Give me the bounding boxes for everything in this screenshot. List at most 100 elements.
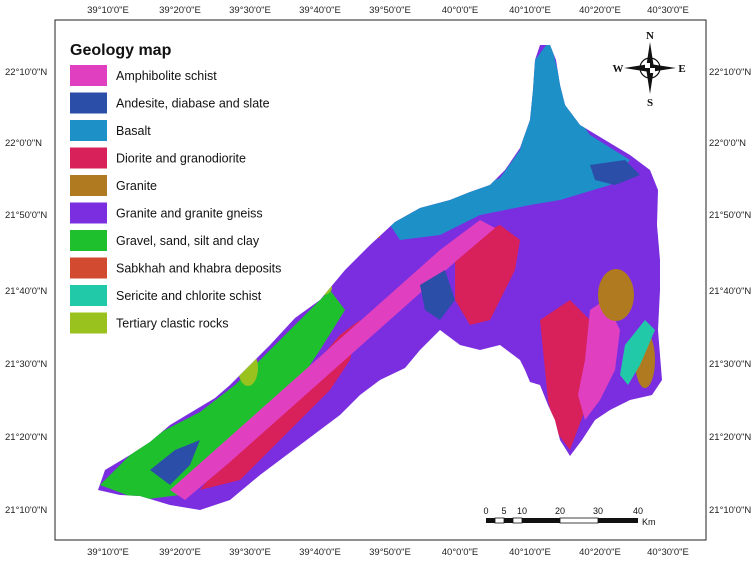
unit-diorite-south xyxy=(540,300,600,450)
legend-item: Basalt xyxy=(70,120,151,141)
legend-label: Sericite and chlorite schist xyxy=(116,289,262,303)
lon-tick-bottom: 39°40'0"E xyxy=(299,547,341,558)
legend-label: Basalt xyxy=(116,124,151,138)
unit-sericite-schist xyxy=(620,320,655,385)
lat-tick-left: 21°10'0"N xyxy=(5,505,47,516)
legend-title: Geology map xyxy=(70,42,172,59)
lon-tick-top: 39°10'0"E xyxy=(87,5,129,16)
scale-segment xyxy=(486,518,495,523)
legend-label: Granite and granite gneiss xyxy=(116,207,263,221)
compass-w: W xyxy=(613,63,624,75)
legend-swatch xyxy=(70,147,107,169)
unit-andesite-west xyxy=(150,440,200,485)
unit-amphibolite-band xyxy=(170,220,495,500)
lat-tick-right: 21°30'0"N xyxy=(709,359,751,370)
scale-label: 0 xyxy=(483,506,488,516)
legend-label: Amphibolite schist xyxy=(116,69,217,83)
legend-label: Andesite, diabase and slate xyxy=(116,97,270,111)
lon-tick-bottom: 40°0'0"E xyxy=(442,547,478,558)
legend-swatch xyxy=(70,257,107,279)
lon-tick-bottom: 39°30'0"E xyxy=(229,547,271,558)
lat-tick-left: 21°20'0"N xyxy=(5,432,47,443)
scale-bar: 0 5 10 20 30 40 Km xyxy=(483,506,655,527)
lon-tick-top: 39°50'0"E xyxy=(369,5,411,16)
scale-label: 40 xyxy=(633,506,643,516)
lat-tick-right: 21°10'0"N xyxy=(709,505,751,516)
legend-label: Diorite and granodiorite xyxy=(116,152,246,166)
legend: Geology map Amphibolite schist Andesite, … xyxy=(70,42,281,334)
lon-tick-bottom: 39°50'0"E xyxy=(369,547,411,558)
legend-label: Granite xyxy=(116,179,157,193)
legend-items: Amphibolite schist Andesite, diabase and … xyxy=(70,65,281,334)
lat-tick-left: 22°10'0"N xyxy=(5,67,47,78)
legend-label: Tertiary clastic rocks xyxy=(116,317,229,331)
legend-swatch xyxy=(70,312,107,334)
legend-item: Gravel, sand, silt and clay xyxy=(70,230,260,251)
unit-basalt xyxy=(380,45,630,240)
lon-tick-bottom: 39°20'0"E xyxy=(159,547,201,558)
lon-tick-top: 39°40'0"E xyxy=(299,5,341,16)
unit-diorite-central xyxy=(455,225,520,325)
lat-tick-left: 22°0'0"N xyxy=(5,138,42,149)
scale-segment xyxy=(504,518,513,523)
compass-center-icon xyxy=(645,63,650,68)
lon-tick-top: 40°30'0"E xyxy=(647,5,689,16)
lat-tick-right: 22°0'0"N xyxy=(709,138,746,149)
legend-item: Andesite, diabase and slate xyxy=(70,92,270,114)
scale-label: 20 xyxy=(555,506,565,516)
scale-segment xyxy=(512,517,523,524)
lon-tick-bottom: 39°10'0"E xyxy=(87,547,129,558)
lat-tick-left: 21°30'0"N xyxy=(5,359,47,370)
unit-andesite-north xyxy=(590,160,640,185)
legend-item: Sericite and chlorite schist xyxy=(70,285,262,306)
unit-granite-east xyxy=(598,269,634,321)
lat-tick-left: 21°40'0"N xyxy=(5,286,47,297)
longitude-ticks-bottom: 39°10'0"E 39°20'0"E 39°30'0"E 39°40'0"E … xyxy=(87,547,689,558)
legend-swatch xyxy=(70,92,107,114)
lat-tick-right: 21°50'0"N xyxy=(709,210,751,221)
lon-tick-bottom: 40°20'0"E xyxy=(579,547,621,558)
scale-segment xyxy=(559,517,599,524)
scale-label: 5 xyxy=(501,506,506,516)
lon-tick-top: 39°20'0"E xyxy=(159,5,201,16)
lat-tick-right: 21°20'0"N xyxy=(709,432,751,443)
legend-item: Diorite and granodiorite xyxy=(70,147,246,169)
lon-tick-bottom: 40°30'0"E xyxy=(647,547,689,558)
lat-tick-right: 22°10'0"N xyxy=(709,67,751,78)
longitude-ticks-top: 39°10'0"E 39°20'0"E 39°30'0"E 39°40'0"E … xyxy=(87,5,689,16)
lon-tick-top: 40°20'0"E xyxy=(579,5,621,16)
scale-segment xyxy=(522,518,560,523)
legend-item: Sabkhah and khabra deposits xyxy=(70,257,281,279)
legend-swatch xyxy=(70,230,107,251)
scale-segment xyxy=(494,517,505,524)
lat-tick-right: 21°40'0"N xyxy=(709,286,751,297)
legend-swatch xyxy=(70,120,107,141)
north-arrow: N S E W xyxy=(613,30,686,109)
unit-andesite-central xyxy=(420,270,455,320)
legend-item: Granite xyxy=(70,175,157,196)
lat-tick-left: 21°50'0"N xyxy=(5,210,47,221)
compass-e: E xyxy=(678,63,685,75)
lon-tick-top: 40°10'0"E xyxy=(509,5,551,16)
legend-item: Tertiary clastic rocks xyxy=(70,312,229,334)
scale-label: 30 xyxy=(593,506,603,516)
lon-tick-top: 40°0'0"E xyxy=(442,5,478,16)
scale-segment xyxy=(598,518,638,523)
latitude-ticks-right: 22°10'0"N 22°0'0"N 21°50'0"N 21°40'0"N 2… xyxy=(709,67,751,516)
compass-n: N xyxy=(646,30,654,42)
lon-tick-top: 39°30'0"E xyxy=(229,5,271,16)
legend-swatch xyxy=(70,202,107,224)
legend-label: Gravel, sand, silt and clay xyxy=(116,234,260,248)
latitude-ticks-left: 22°10'0"N 22°0'0"N 21°50'0"N 21°40'0"N 2… xyxy=(5,67,47,516)
compass-center-icon xyxy=(650,68,655,73)
legend-item: Amphibolite schist xyxy=(70,65,217,86)
unit-amphibolite-east xyxy=(578,300,620,420)
legend-label: Sabkhah and khabra deposits xyxy=(116,262,281,276)
unit-gravel xyxy=(100,290,345,500)
lon-tick-bottom: 40°10'0"E xyxy=(509,547,551,558)
legend-swatch xyxy=(70,175,107,196)
legend-swatch xyxy=(70,65,107,86)
legend-item: Granite and granite gneiss xyxy=(70,202,263,224)
legend-swatch xyxy=(70,285,107,306)
